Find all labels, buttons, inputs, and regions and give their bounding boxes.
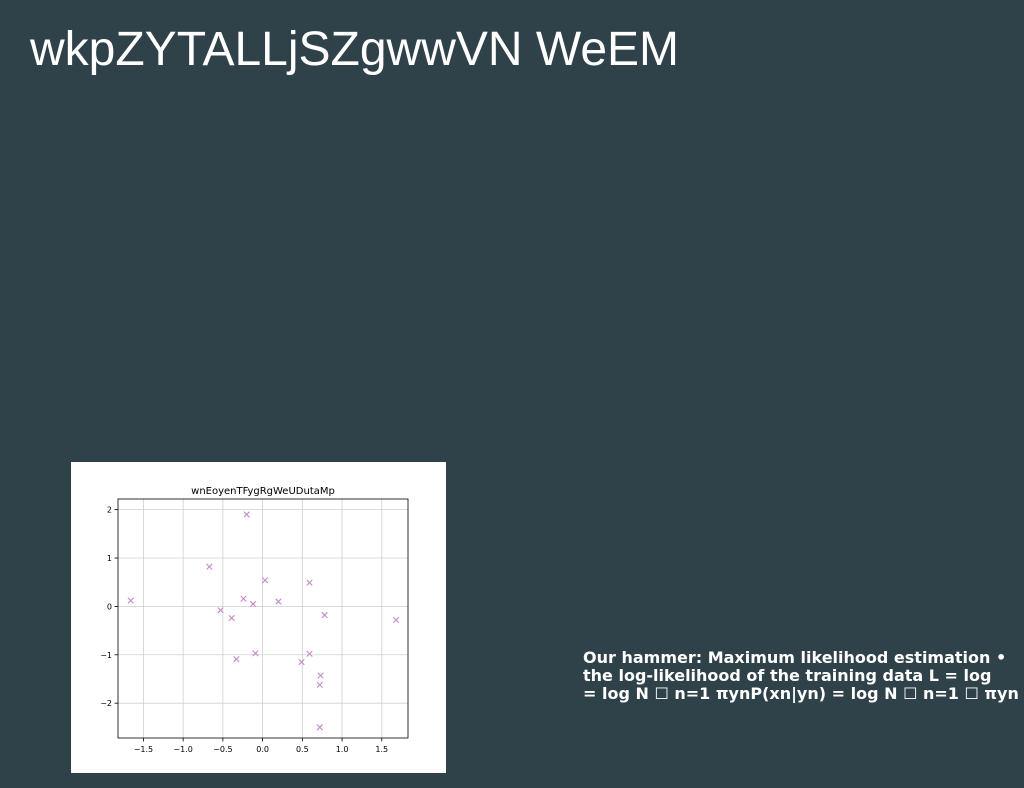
y-tick-label: 1 [107, 554, 112, 563]
scatter-point [261, 577, 269, 584]
scatter-point [228, 614, 235, 622]
scatter-point [127, 597, 134, 604]
x-tick-label: −1.5 [134, 745, 153, 754]
scatter-point [233, 655, 240, 663]
scatter-chart: wnEoyenTFygRgWeUDutaMp −1.5 −1.0 −0.5 0.0 0.… [100, 486, 409, 754]
x-tick-label: −1.0 [173, 745, 192, 754]
scatter-point [316, 681, 323, 688]
scatter-point [317, 672, 324, 679]
scatter-point [306, 579, 313, 586]
scatter-point [275, 598, 282, 605]
scatter-point [252, 650, 259, 657]
scatter-point [243, 511, 250, 518]
scatter-point [217, 607, 224, 614]
scatter-figure: wnEoyenTFygRgWeUDutaMp −1.5 −1.0 −0.5 0.0 0.… [71, 462, 446, 773]
body-line: the log-likelihood of the training data … [583, 667, 992, 685]
scatter-point [316, 724, 323, 731]
scatter-point [249, 600, 257, 608]
body-line: Our hammer: Maximum likelihood estimatio… [583, 649, 1007, 667]
x-tick-label: 0.0 [256, 745, 269, 754]
scatter-point [206, 563, 213, 570]
y-tick-label: −2 [100, 699, 112, 708]
x-tick-label: 1.5 [375, 745, 388, 754]
y-tick-label: 2 [107, 506, 112, 515]
chart-grid [118, 499, 408, 738]
y-tick-label: −1 [100, 651, 112, 660]
scatter-point [392, 616, 400, 624]
x-tick-label: 1.0 [336, 745, 349, 754]
body-text: Our hammer: Maximum likelihood estimatio… [583, 649, 1024, 703]
x-tick-label: −0.5 [213, 745, 232, 754]
scatter-point [321, 611, 328, 619]
scatter-point [306, 650, 313, 658]
scatter-point [298, 658, 305, 666]
body-line: = log N ☐ n=1 πynP(xn|yn) = log N ☐ n=1 … [583, 685, 1019, 703]
x-tick-label: 0.5 [296, 745, 309, 754]
chart-ticks: −1.5 −1.0 −0.5 0.0 0.5 1.0 1.5 2 1 0 −1 −2 [100, 506, 388, 754]
slide-title: wkpZYTALLjSZgwwVN WeEM [30, 23, 680, 76]
chart-title: wnEoyenTFygRgWeUDutaMp [191, 486, 335, 497]
chart-marks [127, 511, 400, 731]
y-tick-label: 0 [107, 602, 112, 611]
scatter-point [240, 595, 247, 602]
